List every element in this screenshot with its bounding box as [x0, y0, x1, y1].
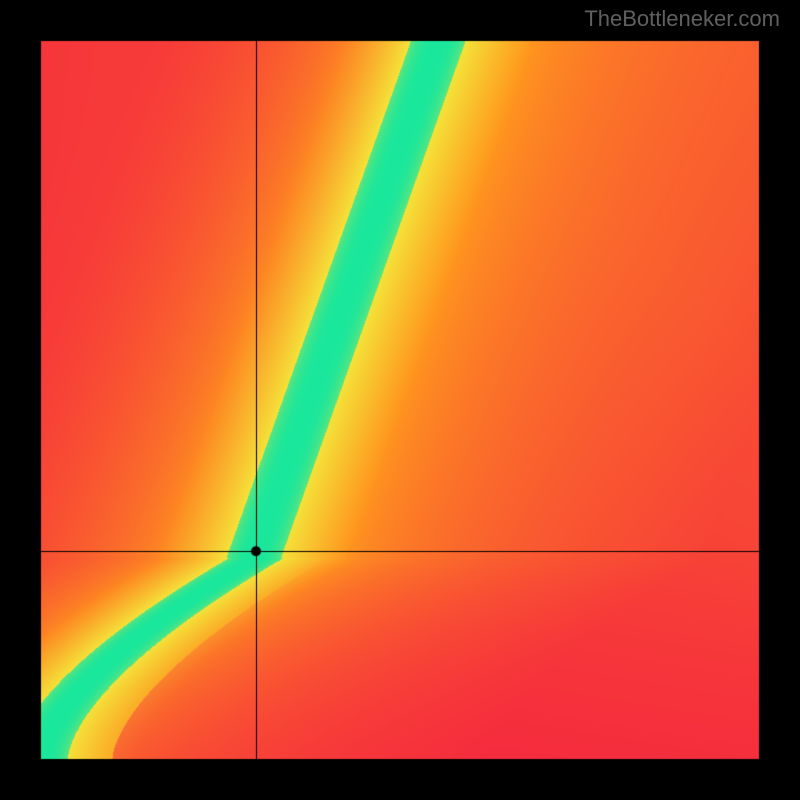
heatmap-canvas [0, 0, 800, 800]
watermark-text: TheBottleneker.com [584, 6, 780, 32]
chart-container: TheBottleneker.com [0, 0, 800, 800]
